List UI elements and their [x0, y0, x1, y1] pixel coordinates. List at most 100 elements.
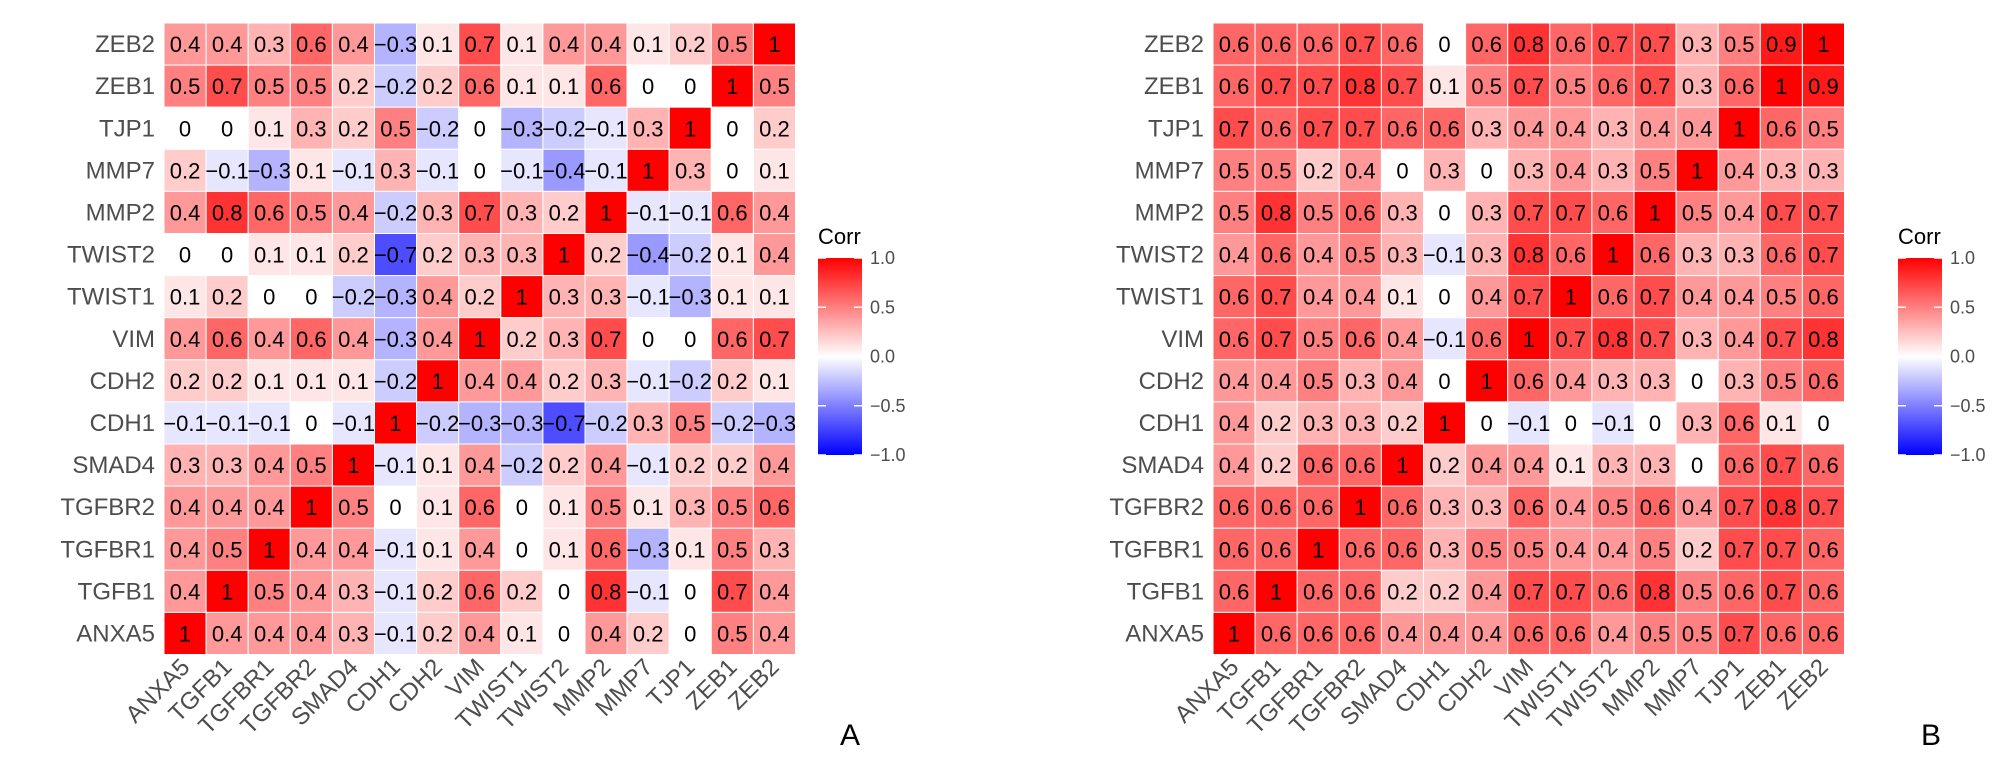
- cell-value-label: 1: [179, 621, 191, 646]
- heatmap-cell-zeb2-twist2: [542, 22, 586, 66]
- y-tick-label: TGFBR1: [60, 536, 155, 563]
- heatmap-cell-twist1-twist1: [500, 275, 544, 319]
- cell-value-label: 0.7: [1513, 579, 1544, 604]
- cell-value-label: 0.3: [591, 285, 622, 310]
- cell-value-label: 0.4: [1471, 285, 1502, 310]
- heatmap-cell-cdh1-tgfbr1: [247, 401, 291, 445]
- cell-value-label: −0.3: [626, 537, 669, 562]
- cell-value-label: −0.1: [374, 537, 417, 562]
- cell-value-label: −0.4: [542, 158, 585, 183]
- heatmap-cell-zeb2-tgfbr1: [1296, 22, 1340, 66]
- cell-value-label: −0.2: [584, 411, 627, 436]
- legend-tick-label: 0.5: [1950, 297, 1975, 317]
- heatmap-cell-zeb2-mmp2: [1633, 22, 1677, 66]
- cell-value-label: −0.3: [374, 285, 417, 310]
- cell-value-label: 0.3: [296, 116, 327, 141]
- y-tick-label: TWIST1: [67, 284, 155, 311]
- cell-value-label: 0.3: [1429, 537, 1460, 562]
- cell-value-label: 0.6: [1303, 453, 1334, 478]
- cell-value-label: 0.4: [296, 621, 327, 646]
- heatmap-cell-mmp7-twist2: [542, 148, 586, 192]
- cell-value-label: −0.1: [669, 200, 712, 225]
- cell-value-label: 0.4: [1471, 579, 1502, 604]
- cell-value-label: 0.6: [759, 495, 790, 520]
- cell-value-label: 0.2: [1429, 579, 1460, 604]
- cell-value-label: 0.1: [296, 369, 327, 394]
- heatmap-cell-anxa5-mmp2: [1633, 611, 1677, 656]
- cell-value-label: 1: [1565, 285, 1577, 310]
- heatmap-cell-zeb1-smad4: [1380, 64, 1425, 108]
- heatmap-cell-cdh1-tjp1: [668, 401, 712, 445]
- cell-value-label: 0: [558, 579, 570, 604]
- heatmap-cell-smad4-tgfbr1: [1296, 443, 1340, 487]
- y-tick-label: TJP1: [99, 115, 155, 142]
- heatmap-cell-zeb1-zeb1: [710, 64, 754, 108]
- heatmap-cell-zeb1-anxa5: [163, 64, 207, 108]
- cell-value-label: 1: [347, 453, 359, 478]
- heatmap-cell-anxa5-mmp2: [584, 611, 628, 656]
- cell-value-label: 0.3: [1598, 158, 1629, 183]
- cell-value-label: 0.7: [1513, 285, 1544, 310]
- cell-value-label: 0.5: [1808, 116, 1839, 141]
- heatmap-cell-tgfbr1-tgfb1: [205, 527, 249, 571]
- heatmap-cell-cdh1-smad4: [1380, 401, 1425, 445]
- cell-value-label: 0.5: [1471, 537, 1502, 562]
- heatmap-cell-zeb1-twist1: [1549, 64, 1593, 108]
- cell-value-label: 0.5: [1219, 200, 1250, 225]
- cell-value-label: −0.1: [374, 579, 417, 604]
- cell-value-label: 0.5: [296, 200, 327, 225]
- y-tick-label: TWIST1: [1116, 284, 1204, 311]
- cell-value-label: 0.3: [675, 158, 706, 183]
- cell-value-label: 0.4: [1640, 116, 1671, 141]
- heatmap-cell-tgfbr2-tjp1: [668, 485, 712, 529]
- cell-value-label: 0.7: [759, 327, 790, 352]
- cell-value-label: 0: [221, 243, 233, 268]
- heatmap-panel-a: 0.4 0.4 0.3 0.6 0.4 −0.3 0.1 0.7 0.1 0.4 0.4 0.1 0.2…: [60, 22, 906, 752]
- heatmap-cell-zeb1-tgfbr1: [247, 64, 291, 108]
- cell-value-label: 0.4: [212, 32, 243, 57]
- heatmap-cell-mmp2-twist2: [542, 190, 586, 234]
- heatmap-cell-vim-tgfb1: [205, 317, 249, 361]
- cell-value-label: 0.4: [1387, 621, 1418, 646]
- cell-value-label: 0.6: [1598, 579, 1629, 604]
- heatmap-cell-cdh1-vim: [458, 401, 502, 445]
- cell-value-label: 0.3: [1471, 116, 1502, 141]
- cell-value-label: 0.6: [1471, 327, 1502, 352]
- cell-value-label: 0.6: [1724, 453, 1755, 478]
- cell-value-label: 0.6: [591, 537, 622, 562]
- heatmap-cell-anxa5-vim: [458, 611, 502, 656]
- cell-value-label: −0.1: [374, 621, 417, 646]
- cell-value-label: 1: [1649, 200, 1661, 225]
- cell-value-label: 0.4: [1556, 369, 1587, 394]
- heatmap-cell-smad4-mmp7: [626, 443, 670, 487]
- cell-value-label: 0.4: [296, 537, 327, 562]
- heatmap-cell-mmp7-tgfbr1: [1296, 148, 1340, 192]
- heatmap-cell-zeb1-tgfb1: [205, 64, 249, 108]
- cell-value-label: 0.6: [1261, 32, 1292, 57]
- heatmap-cell-tgfbr1-zeb1: [710, 527, 754, 571]
- heatmap-cell-zeb1-tgfbr2: [289, 64, 333, 108]
- heatmap-cell-tgfb1-tjp1: [668, 569, 712, 613]
- heatmap-cell-twist1-tjp1: [1717, 275, 1761, 319]
- cell-value-label: 0.6: [1345, 621, 1376, 646]
- heatmap-cell-mmp2-vim: [458, 190, 502, 234]
- cell-value-label: 0.2: [464, 285, 495, 310]
- cell-value-label: 0.6: [1513, 621, 1544, 646]
- cell-value-label: 0.5: [759, 74, 790, 99]
- heatmap-cell-tgfbr1-twist1: [500, 527, 544, 571]
- cell-value-label: −0.3: [374, 327, 417, 352]
- cell-value-label: 0.6: [1387, 116, 1418, 141]
- heatmap-cell-mmp2-twist2: [1591, 190, 1635, 234]
- cell-value-label: 0.5: [1598, 495, 1629, 520]
- y-tick-label: ZEB1: [95, 73, 155, 100]
- cell-value-label: 1: [1312, 537, 1324, 562]
- cell-value-label: 0.4: [759, 243, 790, 268]
- legend-tick-label: 0.0: [1950, 347, 1975, 367]
- heatmap-cell-mmp2-cdh2: [416, 190, 460, 234]
- heatmap-cell-cdh2-anxa5: [1212, 359, 1256, 403]
- heatmap-cell-twist1-tjp1: [668, 275, 712, 319]
- cell-value-label: 0.5: [254, 74, 285, 99]
- cell-value-label: 0: [1691, 453, 1703, 478]
- heatmap-cell-cdh1-twist1: [1549, 401, 1593, 445]
- cell-value-label: 0.6: [1513, 495, 1544, 520]
